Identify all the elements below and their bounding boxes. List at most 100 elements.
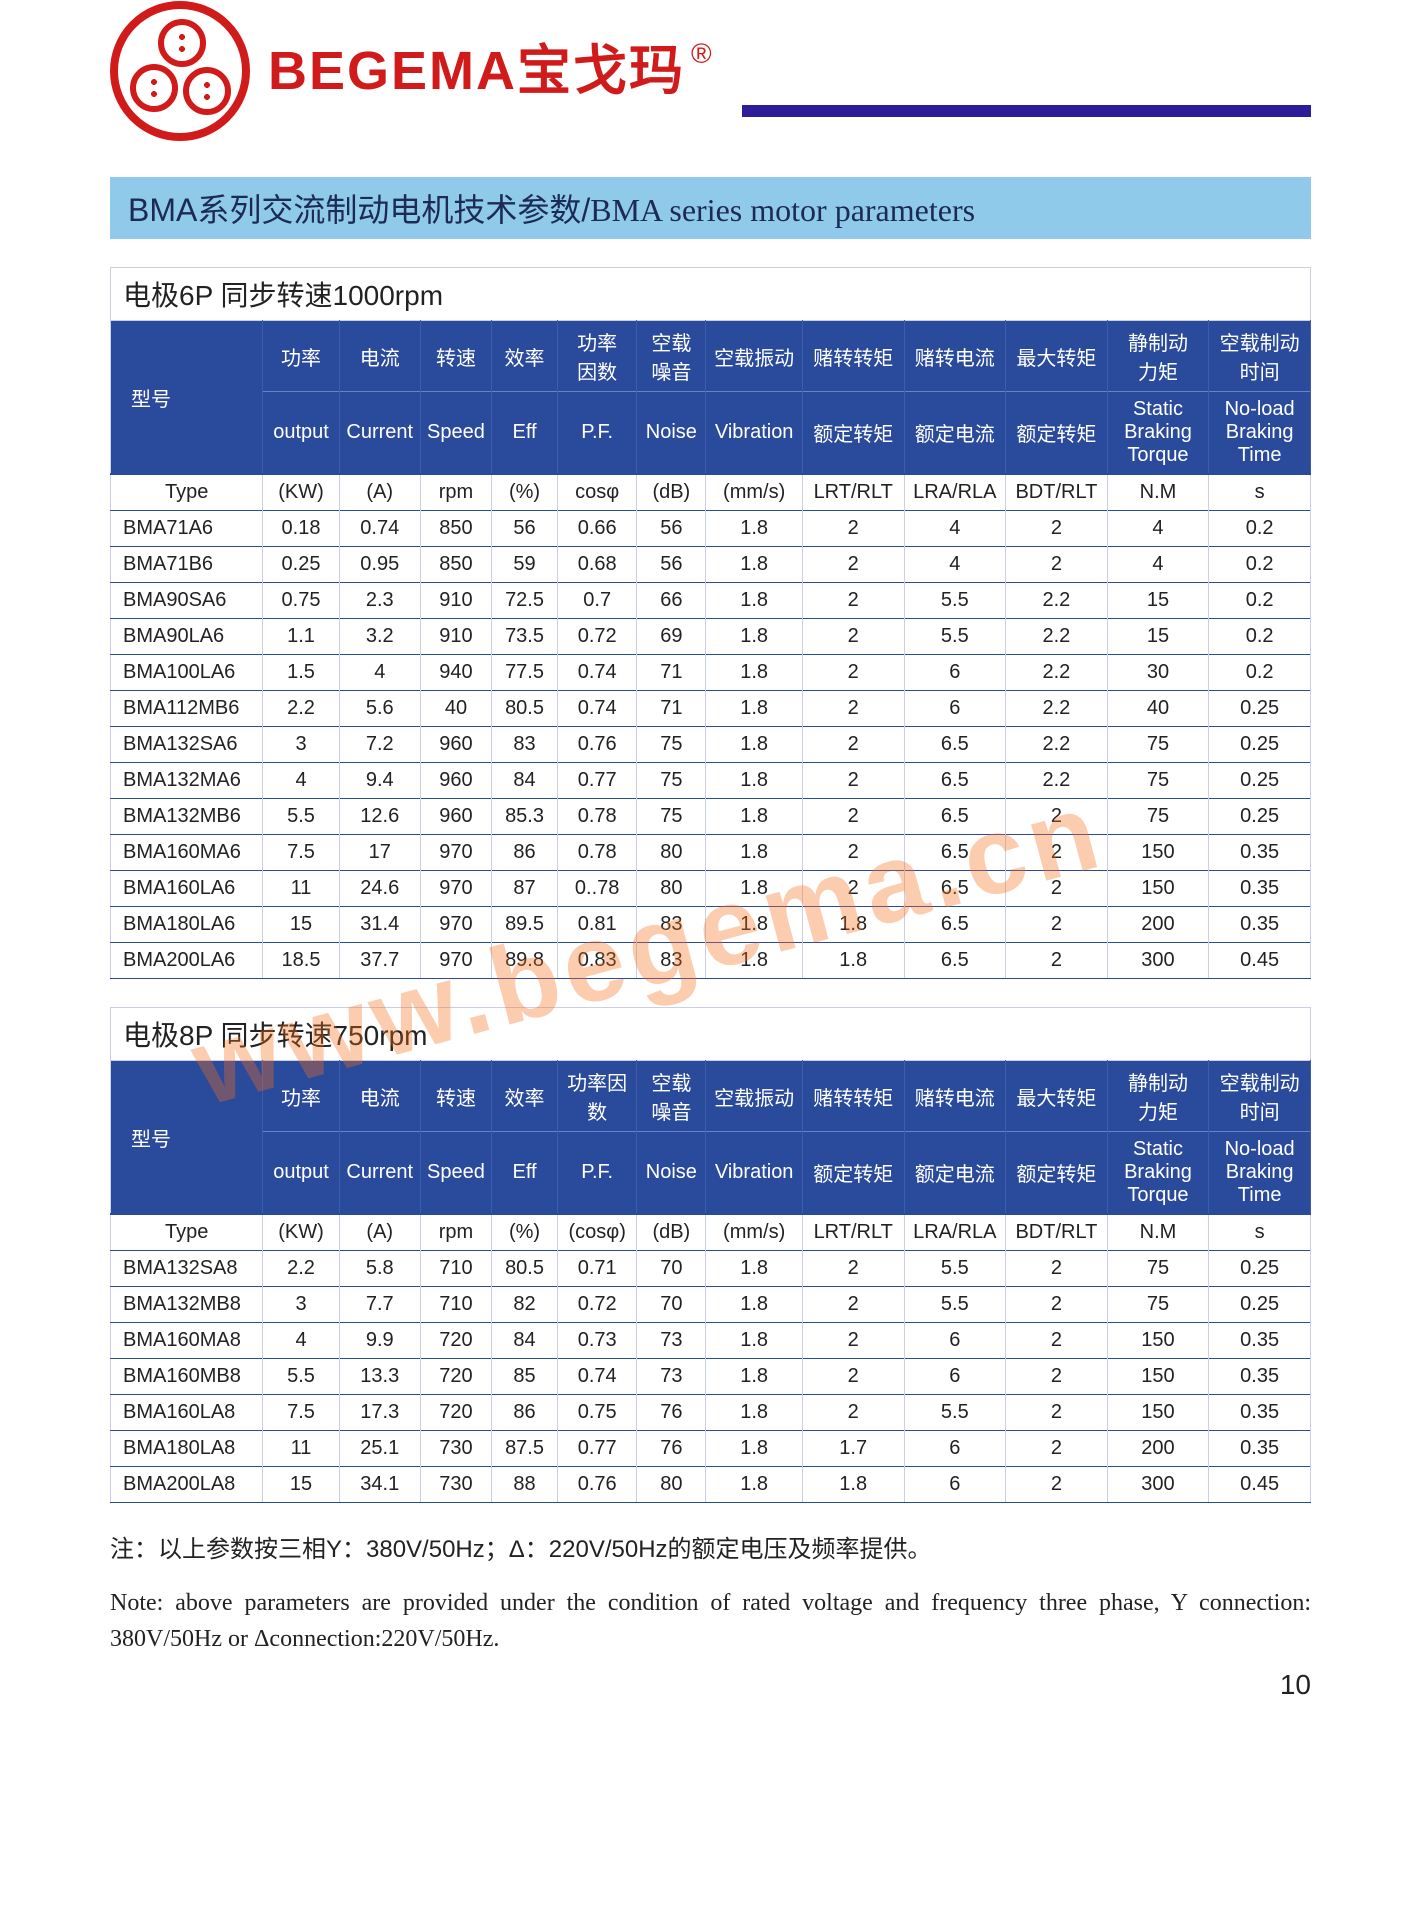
cell: 12.6 [339,799,420,835]
cell: 200 [1107,907,1209,943]
cell: 1.8 [706,655,803,691]
th-unit: BDT/RLT [1006,474,1108,511]
cell: 6.5 [904,943,1006,979]
table-row: BMA132MA649.4960840.77751.826.52.2750.25 [111,763,1311,799]
cell: 75 [1107,799,1209,835]
cell: 970 [420,943,491,979]
th: Speed [420,392,491,475]
th: output [263,1132,339,1215]
table-row: BMA132SA82.25.871080.50.71701.825.52750.… [111,1251,1311,1287]
th: 赌转电流 [904,321,1006,392]
th: Eff [492,392,558,475]
brand-logo-block: BEGEMA宝戈玛 ® [110,1,742,141]
brand-name-en: BEGEMA [268,44,517,98]
cell: 73.5 [492,619,558,655]
cell: 4 [904,547,1006,583]
cell: 7.5 [263,1395,339,1431]
cell: 0.95 [339,547,420,583]
cell: BMA71A6 [111,511,263,547]
cell: 1.8 [706,763,803,799]
cell: 2.2 [1006,619,1108,655]
cell: 1.5 [263,655,339,691]
table-row: BMA160MB85.513.3720850.74731.82621500.35 [111,1359,1311,1395]
cell: 940 [420,655,491,691]
th: 空载制动 时间 [1209,1061,1311,1132]
table1-caption: 电极6P 同步转速1000rpm [110,267,1311,320]
cell: 9.9 [339,1323,420,1359]
th: 额定转矩 [1006,392,1108,475]
cell: 0.35 [1209,907,1311,943]
cell: 2.2 [1006,691,1108,727]
th-unit: (KW) [263,1214,339,1251]
th: Static Braking Torque [1107,1132,1209,1215]
cell: 0.72 [558,619,637,655]
cell: 0.76 [558,1467,637,1503]
cell: 0.77 [558,763,637,799]
cell: 2.2 [263,1251,339,1287]
cell: 0.71 [558,1251,637,1287]
cell: 0.74 [339,511,420,547]
cell: 69 [637,619,706,655]
cell: 11 [263,1431,339,1467]
cell: 0.2 [1209,619,1311,655]
table-row: BMA132SA637.2960830.76751.826.52.2750.25 [111,727,1311,763]
cell: 2 [1006,511,1108,547]
th: 静制动 力矩 [1107,1061,1209,1132]
th: Vibration [706,392,803,475]
cell: 1.8 [706,907,803,943]
cell: 5.6 [339,691,420,727]
cell: 0.66 [558,511,637,547]
cell: 1.8 [706,943,803,979]
cell: 0.7 [558,583,637,619]
cell: 87.5 [492,1431,558,1467]
cell: 6.5 [904,799,1006,835]
cell: 80 [637,871,706,907]
table-row: BMA132MB65.512.696085.30.78751.826.52750… [111,799,1311,835]
th: 效率 [492,1061,558,1132]
cell: 15 [1107,583,1209,619]
cell: 80 [637,835,706,871]
cell: 5.5 [904,1251,1006,1287]
cell: BMA160MA8 [111,1323,263,1359]
cell: 0.73 [558,1323,637,1359]
cell: 1.1 [263,619,339,655]
cell: 56 [637,547,706,583]
th: 静制动 力矩 [1107,321,1209,392]
table-row: BMA200LA81534.1730880.76801.81.8623000.4… [111,1467,1311,1503]
th-unit: LRT/RLT [802,474,904,511]
cell: 0.72 [558,1287,637,1323]
th: output [263,392,339,475]
th-unit: (A) [339,474,420,511]
cell: 7.2 [339,727,420,763]
cell: 76 [637,1431,706,1467]
cell: BMA100LA6 [111,655,263,691]
th: 额定电流 [904,392,1006,475]
logo-icon [110,1,250,141]
cell: 1.8 [706,1287,803,1323]
cell: 5.5 [904,1395,1006,1431]
cell: 150 [1107,1395,1209,1431]
cell: 0.81 [558,907,637,943]
table-row: BMA160LA61124.6970870..78801.826.521500.… [111,871,1311,907]
cell: 72.5 [492,583,558,619]
table-row: BMA132MB837.7710820.72701.825.52750.25 [111,1287,1311,1323]
cell: 2 [802,1359,904,1395]
th: P.F. [558,1132,637,1215]
cell: BMA132SA8 [111,1251,263,1287]
cell: 5.5 [263,1359,339,1395]
th: 功率 [263,321,339,392]
cell: 83 [637,943,706,979]
cell: 0.35 [1209,871,1311,907]
th-unit: (KW) [263,474,339,511]
cell: 0.2 [1209,511,1311,547]
cell: BMA71B6 [111,547,263,583]
cell: 0.45 [1209,943,1311,979]
cell: 0.83 [558,943,637,979]
cell: 960 [420,799,491,835]
th: Speed [420,1132,491,1215]
cell: 40 [420,691,491,727]
cell: 0.35 [1209,835,1311,871]
cell: 80 [637,1467,706,1503]
cell: 2 [1006,835,1108,871]
th-unit: (A) [339,1214,420,1251]
